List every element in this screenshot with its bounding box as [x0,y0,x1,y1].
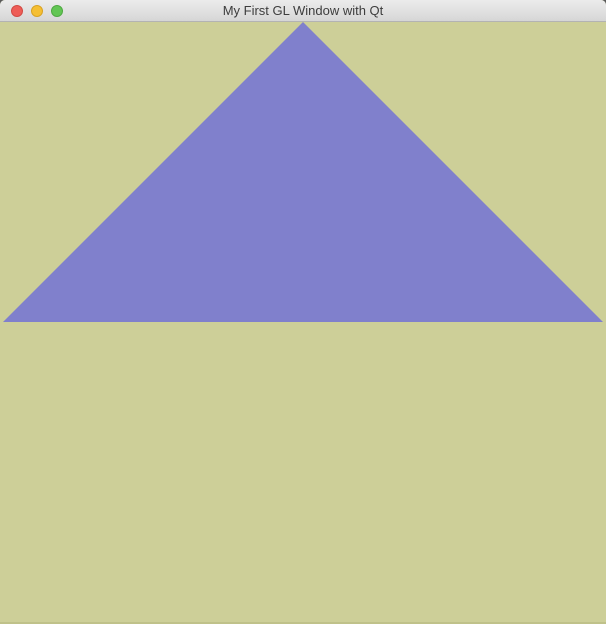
title-bar[interactable]: My First GL Window with Qt [0,0,606,22]
window-frame-bottom [0,622,606,624]
window-frame-left [0,22,3,624]
gl-canvas [3,22,603,622]
close-window-button[interactable] [11,5,23,17]
window-frame-right [603,22,606,624]
gl-triangle [3,22,603,322]
zoom-window-button[interactable] [51,5,63,17]
window-title: My First GL Window with Qt [222,3,384,18]
minimize-window-button[interactable] [31,5,43,17]
gl-viewport[interactable] [3,22,603,622]
